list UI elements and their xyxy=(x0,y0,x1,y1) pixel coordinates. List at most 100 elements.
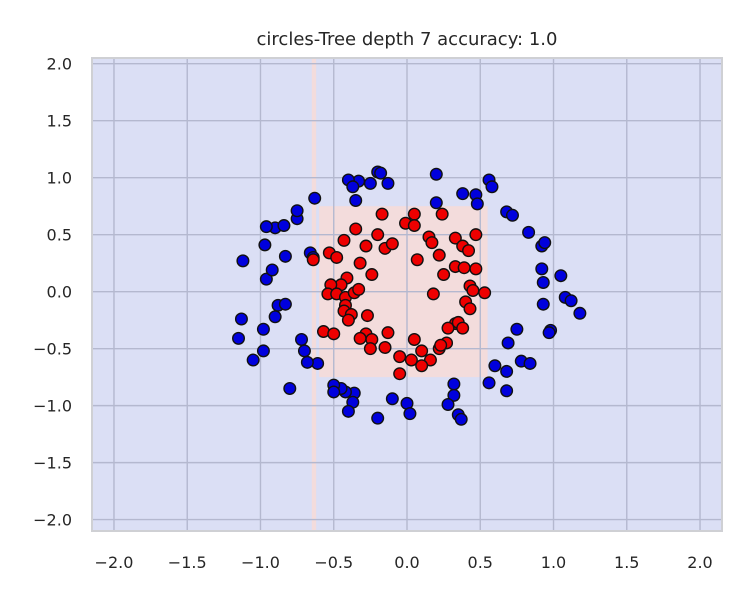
y-tick-label: −2.0 xyxy=(33,511,72,530)
data-point-class-0 xyxy=(447,388,461,402)
data-point-class-1 xyxy=(371,228,385,242)
y-tick-label: 2.0 xyxy=(47,55,72,74)
data-point-class-1 xyxy=(393,350,407,364)
data-point-class-1 xyxy=(415,344,429,358)
data-point-class-0 xyxy=(232,331,246,345)
data-point-class-1 xyxy=(478,286,492,300)
data-point-class-1 xyxy=(456,321,470,335)
data-point-class-1 xyxy=(327,327,341,341)
data-point-class-0 xyxy=(256,344,270,358)
data-point-class-0 xyxy=(234,312,248,326)
y-tick-label: −0.5 xyxy=(33,340,72,359)
data-point-class-0 xyxy=(488,359,502,373)
data-point-class-0 xyxy=(447,377,461,391)
data-point-class-1 xyxy=(393,367,407,381)
data-point-class-1 xyxy=(469,228,483,242)
data-point-class-1 xyxy=(385,237,399,251)
data-point-class-0 xyxy=(505,208,519,222)
data-point-class-1 xyxy=(425,236,439,250)
data-point-class-1 xyxy=(457,261,471,275)
data-point-class-1 xyxy=(363,342,377,356)
data-point-class-1 xyxy=(426,287,440,301)
y-tick-label: −1.0 xyxy=(33,397,72,416)
data-point-class-0 xyxy=(500,364,514,378)
data-point-class-0 xyxy=(429,196,443,210)
data-point-class-0 xyxy=(374,166,388,180)
chart-title: circles-Tree depth 7 accuracy: 1.0 xyxy=(257,29,558,50)
data-point-class-0 xyxy=(277,219,291,233)
data-point-class-0 xyxy=(454,412,468,426)
data-point-class-0 xyxy=(363,176,377,190)
data-point-class-1 xyxy=(349,222,363,236)
data-point-class-0 xyxy=(268,310,282,324)
data-point-class-1 xyxy=(341,313,355,327)
data-point-class-0 xyxy=(246,353,260,367)
data-point-class-0 xyxy=(536,276,550,290)
data-point-class-1 xyxy=(462,244,476,258)
data-point-class-1 xyxy=(415,359,429,373)
data-point-class-0 xyxy=(554,269,568,283)
data-point-class-1 xyxy=(466,284,480,298)
plot-area xyxy=(91,57,723,532)
data-point-class-0 xyxy=(482,376,496,390)
data-point-class-0 xyxy=(265,263,279,277)
data-point-class-0 xyxy=(522,225,536,239)
y-tick-label: 0.0 xyxy=(47,283,72,302)
data-point-class-0 xyxy=(485,180,499,194)
data-point-class-0 xyxy=(346,180,360,194)
data-point-class-0 xyxy=(327,385,341,399)
data-point-class-1 xyxy=(441,321,455,335)
data-point-class-0 xyxy=(259,272,273,286)
data-point-class-1 xyxy=(360,309,374,323)
y-axis-ticks: 2.0 1.5 1.0 0.5 0.0 −0.5 −1.0 −1.5 −2.0 xyxy=(33,55,72,530)
data-point-class-1 xyxy=(448,231,462,245)
data-point-class-1 xyxy=(437,268,451,282)
data-point-class-1 xyxy=(381,326,395,340)
data-point-class-1 xyxy=(330,250,344,264)
x-tick-label: 0.5 xyxy=(468,553,493,572)
data-point-class-0 xyxy=(429,167,443,181)
data-point-class-0 xyxy=(341,404,355,418)
data-point-class-1 xyxy=(410,253,424,267)
data-point-class-1 xyxy=(378,340,392,354)
data-point-class-0 xyxy=(256,322,270,336)
data-point-class-0 xyxy=(501,336,515,350)
data-point-class-0 xyxy=(573,306,587,320)
data-point-class-1 xyxy=(463,302,477,316)
data-point-class-1 xyxy=(407,333,421,347)
data-point-class-1 xyxy=(306,253,320,267)
data-point-class-0 xyxy=(510,322,524,336)
x-tick-label: 1.0 xyxy=(541,553,566,572)
data-point-class-1 xyxy=(337,233,351,247)
data-point-class-1 xyxy=(407,207,421,221)
data-point-class-1 xyxy=(404,353,418,367)
x-tick-label: −2.0 xyxy=(95,553,134,572)
y-tick-label: −1.5 xyxy=(33,454,72,473)
x-tick-label: −0.5 xyxy=(314,553,353,572)
data-point-class-1 xyxy=(365,268,379,282)
data-point-class-0 xyxy=(258,238,272,252)
data-point-class-0 xyxy=(278,249,292,263)
data-point-class-0 xyxy=(470,197,484,211)
x-axis-ticks: −2.0 −1.5 −1.0 −0.5 0.0 0.5 1.0 1.5 2.0 xyxy=(95,553,713,572)
data-point-class-0 xyxy=(295,333,309,347)
y-tick-label: 1.5 xyxy=(47,112,72,131)
data-point-class-1 xyxy=(375,207,389,221)
x-tick-label: −1.5 xyxy=(168,553,207,572)
data-point-class-0 xyxy=(290,204,304,218)
data-point-class-0 xyxy=(308,191,322,205)
data-point-class-0 xyxy=(371,411,385,425)
data-point-class-0 xyxy=(259,220,273,234)
data-point-class-0 xyxy=(403,407,417,421)
data-point-class-1 xyxy=(353,256,367,270)
data-point-class-1 xyxy=(352,282,366,296)
data-point-class-0 xyxy=(500,384,514,398)
data-point-class-1 xyxy=(407,219,421,233)
data-point-class-0 xyxy=(278,297,292,311)
data-point-class-0 xyxy=(297,344,311,358)
data-point-class-0 xyxy=(381,176,395,190)
decision-region-1 xyxy=(311,58,317,531)
data-point-class-1 xyxy=(435,207,449,221)
data-point-class-1 xyxy=(359,239,373,253)
